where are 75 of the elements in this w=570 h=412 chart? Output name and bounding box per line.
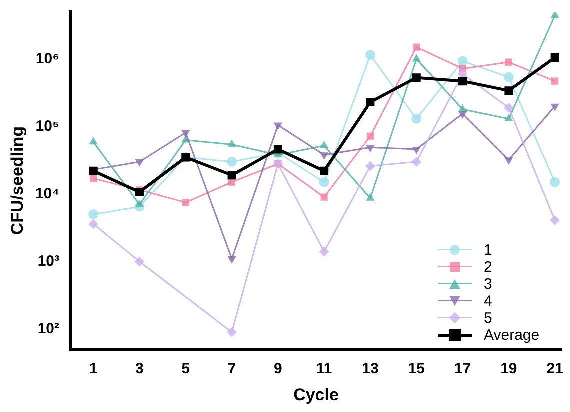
point [274,122,283,130]
point [88,219,99,230]
x-tick-label: 13 [362,360,379,378]
x-tick-label: 19 [500,360,518,378]
point [274,145,282,154]
point [504,86,514,96]
x-axis-title: Cycle [294,385,339,404]
point [228,256,236,264]
point [458,56,468,66]
point [228,171,236,180]
x-tick-label: 21 [546,360,564,378]
point [504,72,514,82]
legend-label: 5 [484,310,492,327]
point [90,175,98,182]
legend-label: 1 [484,242,492,259]
point [366,98,375,107]
point [366,145,375,153]
point [550,215,560,226]
x-tick-label: 17 [454,360,472,378]
point [320,194,328,201]
point [135,188,144,196]
y-tick-label: 10⁶ [36,50,60,68]
x-tick-label: 3 [136,360,144,378]
point [135,200,144,208]
point [228,140,236,148]
x-tick-label: 5 [182,360,190,378]
point [228,178,236,186]
point [182,199,190,206]
x-tick-label: 15 [408,360,425,378]
point [88,210,99,220]
point [89,137,98,145]
point [504,102,514,113]
point [550,12,560,18]
point [458,111,468,119]
x-tick-label: 1 [89,360,98,378]
point [550,54,560,62]
point [550,104,560,112]
point [227,157,238,168]
point [320,140,329,148]
y-tick-label: 10⁵ [36,118,60,135]
y-axis-title: CFU/seedling [8,126,27,236]
point [366,193,375,201]
legend-label: 4 [484,292,492,310]
point [134,256,145,267]
x-tick-label: 7 [228,360,236,378]
y-tick-label: 10³ [38,252,60,270]
point [135,160,144,168]
point [412,146,421,154]
point [413,44,420,51]
point [319,177,330,188]
point [320,166,329,176]
point [365,161,376,172]
y-tick-label: 10² [38,320,60,338]
point [550,177,560,188]
point [182,130,190,138]
point [320,152,329,160]
point [319,246,330,257]
point [505,58,512,66]
point [365,50,376,60]
point [504,158,514,166]
y-tick-label: 10⁴ [35,185,60,202]
point [412,114,422,124]
point [366,132,374,140]
legend-label: 3 [484,276,492,293]
point [412,157,422,168]
point [458,77,468,86]
x-tick-label: 11 [316,360,332,378]
x-tick-label: 9 [274,360,282,378]
point [504,114,514,122]
legend-label: 2 [484,258,492,276]
legend-label: Average [484,326,540,344]
point [412,54,421,62]
point [412,74,421,82]
point [227,327,238,338]
point [552,78,559,85]
